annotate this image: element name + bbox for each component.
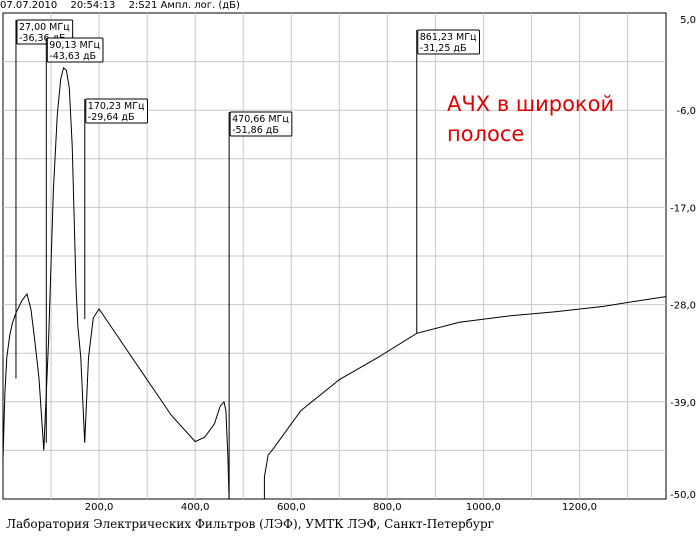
header-date: 07.07.2010 xyxy=(0,0,58,11)
y-tick-label: -28,0 xyxy=(670,301,696,312)
marker-box xyxy=(85,98,149,124)
marker-label: 470,66 МГц-51,86 дБ xyxy=(229,111,293,137)
x-tick-label: 400,0 xyxy=(181,502,210,513)
marker-label: 170,23 МГц-29,64 дБ xyxy=(85,98,149,124)
annotation-line-2: полосе xyxy=(447,122,524,146)
header-bar: 07.07.2010 20:54:13 2:S21 Ампл. лог. (дБ… xyxy=(0,0,700,13)
footer-caption: Лаборатория Электрических Фильтров (ЛЭФ)… xyxy=(6,517,494,531)
trace-line xyxy=(2,66,667,500)
marker-box xyxy=(46,37,104,63)
y-tick-label: -17,0 xyxy=(670,203,696,214)
marker-freq: 27,00 МГц xyxy=(19,22,70,33)
marker-box xyxy=(417,29,480,55)
annotation-line-1: АЧХ в широкой xyxy=(447,92,614,116)
marker-freq: 470,66 МГц xyxy=(232,114,289,125)
x-tick-label: 200,0 xyxy=(85,502,114,513)
x-tick-label: 600,0 xyxy=(277,502,306,513)
marker-level: -29,64 дБ xyxy=(88,112,135,123)
x-tick-label: 800,0 xyxy=(373,502,402,513)
y-tick-label: -6,0 xyxy=(676,106,696,117)
marker-level: -51,86 дБ xyxy=(232,125,279,136)
marker-box xyxy=(229,111,293,137)
marker-level: -36,36 дБ xyxy=(19,33,66,44)
marker-level: -31,25 дБ xyxy=(420,43,467,54)
header-time: 20:54:13 xyxy=(70,0,116,11)
marker-label: 861,23 МГц-31,25 дБ xyxy=(417,29,480,55)
marker-freq: 90,13 МГц xyxy=(49,40,100,51)
tick-labels: 200,0 400,0 600,0 800,0 1000,0 1200,0 5,0 -6,0 -… xyxy=(85,15,696,513)
marker-freq: 861,23 МГц xyxy=(420,32,477,43)
header-param: 2:S21 Ампл. лог. (дБ) xyxy=(128,0,240,11)
y-tick-label: -39,0 xyxy=(670,398,696,409)
grid xyxy=(3,13,666,499)
marker-label: 90,13 МГц-43,63 дБ xyxy=(46,37,104,63)
y-tick-label: -50,0 xyxy=(670,490,696,501)
marker-freq: 170,23 МГц xyxy=(88,101,145,112)
marker-level: -43,63 дБ xyxy=(49,51,96,62)
x-tick-label: 1200,0 xyxy=(562,502,597,513)
y-tick-label: 5,0 xyxy=(680,15,696,26)
x-tick-label: 1000,0 xyxy=(466,502,501,513)
